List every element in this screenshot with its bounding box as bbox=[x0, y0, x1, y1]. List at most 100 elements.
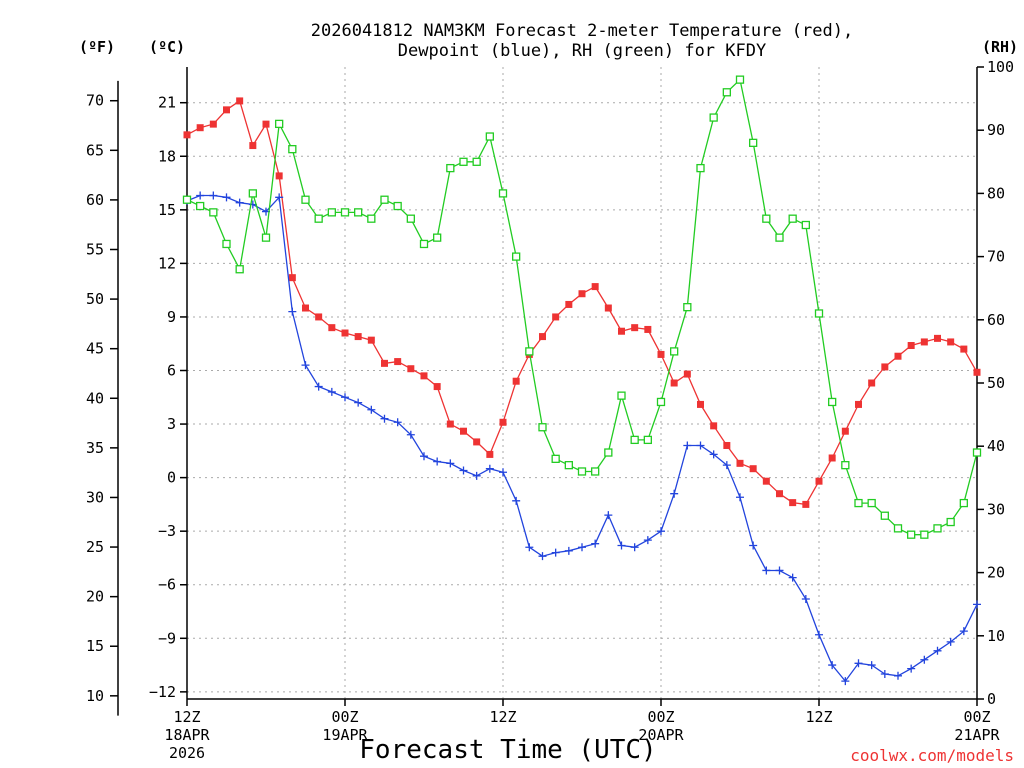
2-meter-temperature-point bbox=[828, 454, 836, 462]
relative-humidity-point bbox=[248, 189, 257, 198]
2-meter-temperature-point bbox=[670, 379, 678, 387]
relative-humidity-point bbox=[604, 448, 613, 457]
fahrenheit-tick-label: 40 bbox=[86, 389, 104, 407]
dewpoint-point bbox=[406, 430, 415, 439]
2-meter-temperature-point bbox=[275, 172, 283, 180]
2-meter-temperature-point bbox=[315, 313, 323, 321]
relative-humidity-point bbox=[907, 530, 916, 539]
relative-humidity-point bbox=[801, 220, 810, 230]
relative-humidity-point bbox=[367, 214, 376, 223]
relative-humidity-point bbox=[933, 524, 942, 533]
2-meter-temperature-point bbox=[618, 327, 625, 335]
relative-humidity-point bbox=[288, 145, 297, 154]
x-tick-label: 12Z bbox=[489, 708, 516, 726]
2-meter-temperature-point bbox=[591, 283, 599, 291]
2-meter-temperature-point bbox=[762, 477, 770, 485]
2-meter-temperature-point bbox=[183, 131, 191, 139]
rh-tick-label: 40 bbox=[987, 437, 1005, 455]
2-meter-temperature-point bbox=[446, 420, 454, 428]
relative-humidity-point bbox=[209, 208, 218, 217]
relative-humidity-point bbox=[525, 347, 534, 356]
relative-humidity-point bbox=[762, 214, 771, 223]
2-meter-temperature-point bbox=[394, 358, 402, 366]
relative-humidity-point bbox=[459, 157, 468, 166]
2-meter-temperature-point bbox=[697, 400, 704, 408]
2-meter-temperature-point bbox=[736, 459, 744, 467]
relative-humidity-point bbox=[880, 511, 889, 520]
celsius-tick-label: 21 bbox=[158, 94, 176, 112]
chart-title-line1: 2026041812 NAM3KM Forecast 2-meter Tempe… bbox=[311, 21, 853, 41]
relative-humidity-point bbox=[920, 530, 929, 539]
dewpoint-point bbox=[551, 548, 560, 557]
2-meter-temperature-point bbox=[512, 377, 520, 385]
relative-humidity-point bbox=[354, 208, 363, 217]
dewpoint-point bbox=[591, 539, 600, 548]
dewpoint-point bbox=[973, 600, 981, 609]
2-meter-temperature-point bbox=[683, 370, 691, 378]
2-meter-temperature-point bbox=[407, 365, 415, 373]
celsius-tick-label: −6 bbox=[158, 576, 176, 594]
x-tick-label: 20APR bbox=[638, 726, 684, 744]
celsius-tick-label: −12 bbox=[149, 683, 176, 701]
relative-humidity-point bbox=[222, 239, 231, 249]
celsius-tick-label: −3 bbox=[158, 522, 176, 540]
relative-humidity-point bbox=[735, 75, 745, 84]
2-meter-temperature-point bbox=[499, 418, 507, 426]
2-meter-temperature-point bbox=[341, 329, 349, 337]
fahrenheit-tick-label: 50 bbox=[86, 290, 104, 308]
2-meter-temperature-point bbox=[604, 304, 612, 312]
relative-humidity-point bbox=[630, 435, 639, 445]
relative-humidity-point bbox=[709, 113, 718, 122]
dewpoint-point bbox=[722, 461, 731, 470]
dewpoint-point bbox=[867, 661, 876, 670]
dewpoint-point bbox=[564, 546, 573, 555]
2-meter-temperature-point bbox=[578, 290, 586, 298]
rh-tick-label: 100 bbox=[987, 58, 1014, 76]
2-meter-temperature-point bbox=[196, 124, 204, 132]
celsius-tick-label: 9 bbox=[167, 308, 176, 326]
relative-humidity-point bbox=[696, 163, 705, 173]
fahrenheit-tick-label: 20 bbox=[86, 588, 104, 606]
relative-humidity-point bbox=[419, 239, 429, 249]
2-meter-temperature-point bbox=[815, 477, 823, 485]
fahrenheit-tick-label: 65 bbox=[86, 141, 104, 159]
fahrenheit-tick-label: 45 bbox=[86, 340, 104, 358]
dewpoint-line bbox=[186, 194, 978, 683]
relative-humidity-point bbox=[380, 195, 389, 204]
2-meter-temperature-point bbox=[288, 274, 296, 282]
2-meter-temperature-point bbox=[868, 379, 876, 387]
dewpoint-point bbox=[420, 452, 428, 461]
relative-humidity-point bbox=[393, 201, 402, 211]
2-meter-temperature-point bbox=[907, 342, 915, 350]
2-meter-temperature-point bbox=[367, 336, 375, 344]
axes: 10 15 20 25 30 35 40 45 50 55 60 65 70 −12 −9 −6 −3 0 3 6 9 1… bbox=[86, 58, 1014, 762]
dewpoint-point bbox=[209, 191, 218, 200]
2-meter-temperature-point bbox=[789, 499, 797, 507]
2-meter-temperature-point bbox=[723, 441, 731, 449]
2-meter-temperature-point bbox=[644, 325, 652, 333]
relative-humidity-point bbox=[261, 233, 271, 242]
relative-humidity-point bbox=[814, 309, 824, 318]
2-meter-temperature-point bbox=[460, 427, 467, 435]
2-meter-temperature-point bbox=[802, 500, 810, 508]
relative-humidity-point bbox=[670, 347, 679, 356]
dewpoint-point bbox=[222, 193, 231, 202]
dewpoint-point bbox=[920, 655, 929, 664]
2-meter-temperature-point bbox=[776, 490, 783, 498]
relative-humidity-point bbox=[196, 201, 205, 211]
relative-humidity-point bbox=[498, 189, 508, 198]
2-meter-temperature-point bbox=[565, 300, 573, 308]
dewpoint-point bbox=[762, 566, 771, 575]
2-meter-temperature-point bbox=[710, 422, 718, 430]
2-meter-temperature-point bbox=[631, 324, 639, 332]
dewpoint-point bbox=[275, 193, 284, 202]
relative-humidity-point bbox=[235, 265, 244, 274]
2-meter-temperature-point bbox=[486, 450, 494, 458]
dewpoint-point bbox=[828, 661, 837, 670]
relative-humidity-point bbox=[893, 524, 903, 533]
dewpoint-point bbox=[894, 671, 902, 680]
2-meter-temperature-point bbox=[920, 338, 928, 346]
dewpoint-point bbox=[341, 393, 349, 402]
x-tick-label: 00Z bbox=[331, 708, 358, 726]
rh-tick-label: 90 bbox=[987, 121, 1005, 139]
